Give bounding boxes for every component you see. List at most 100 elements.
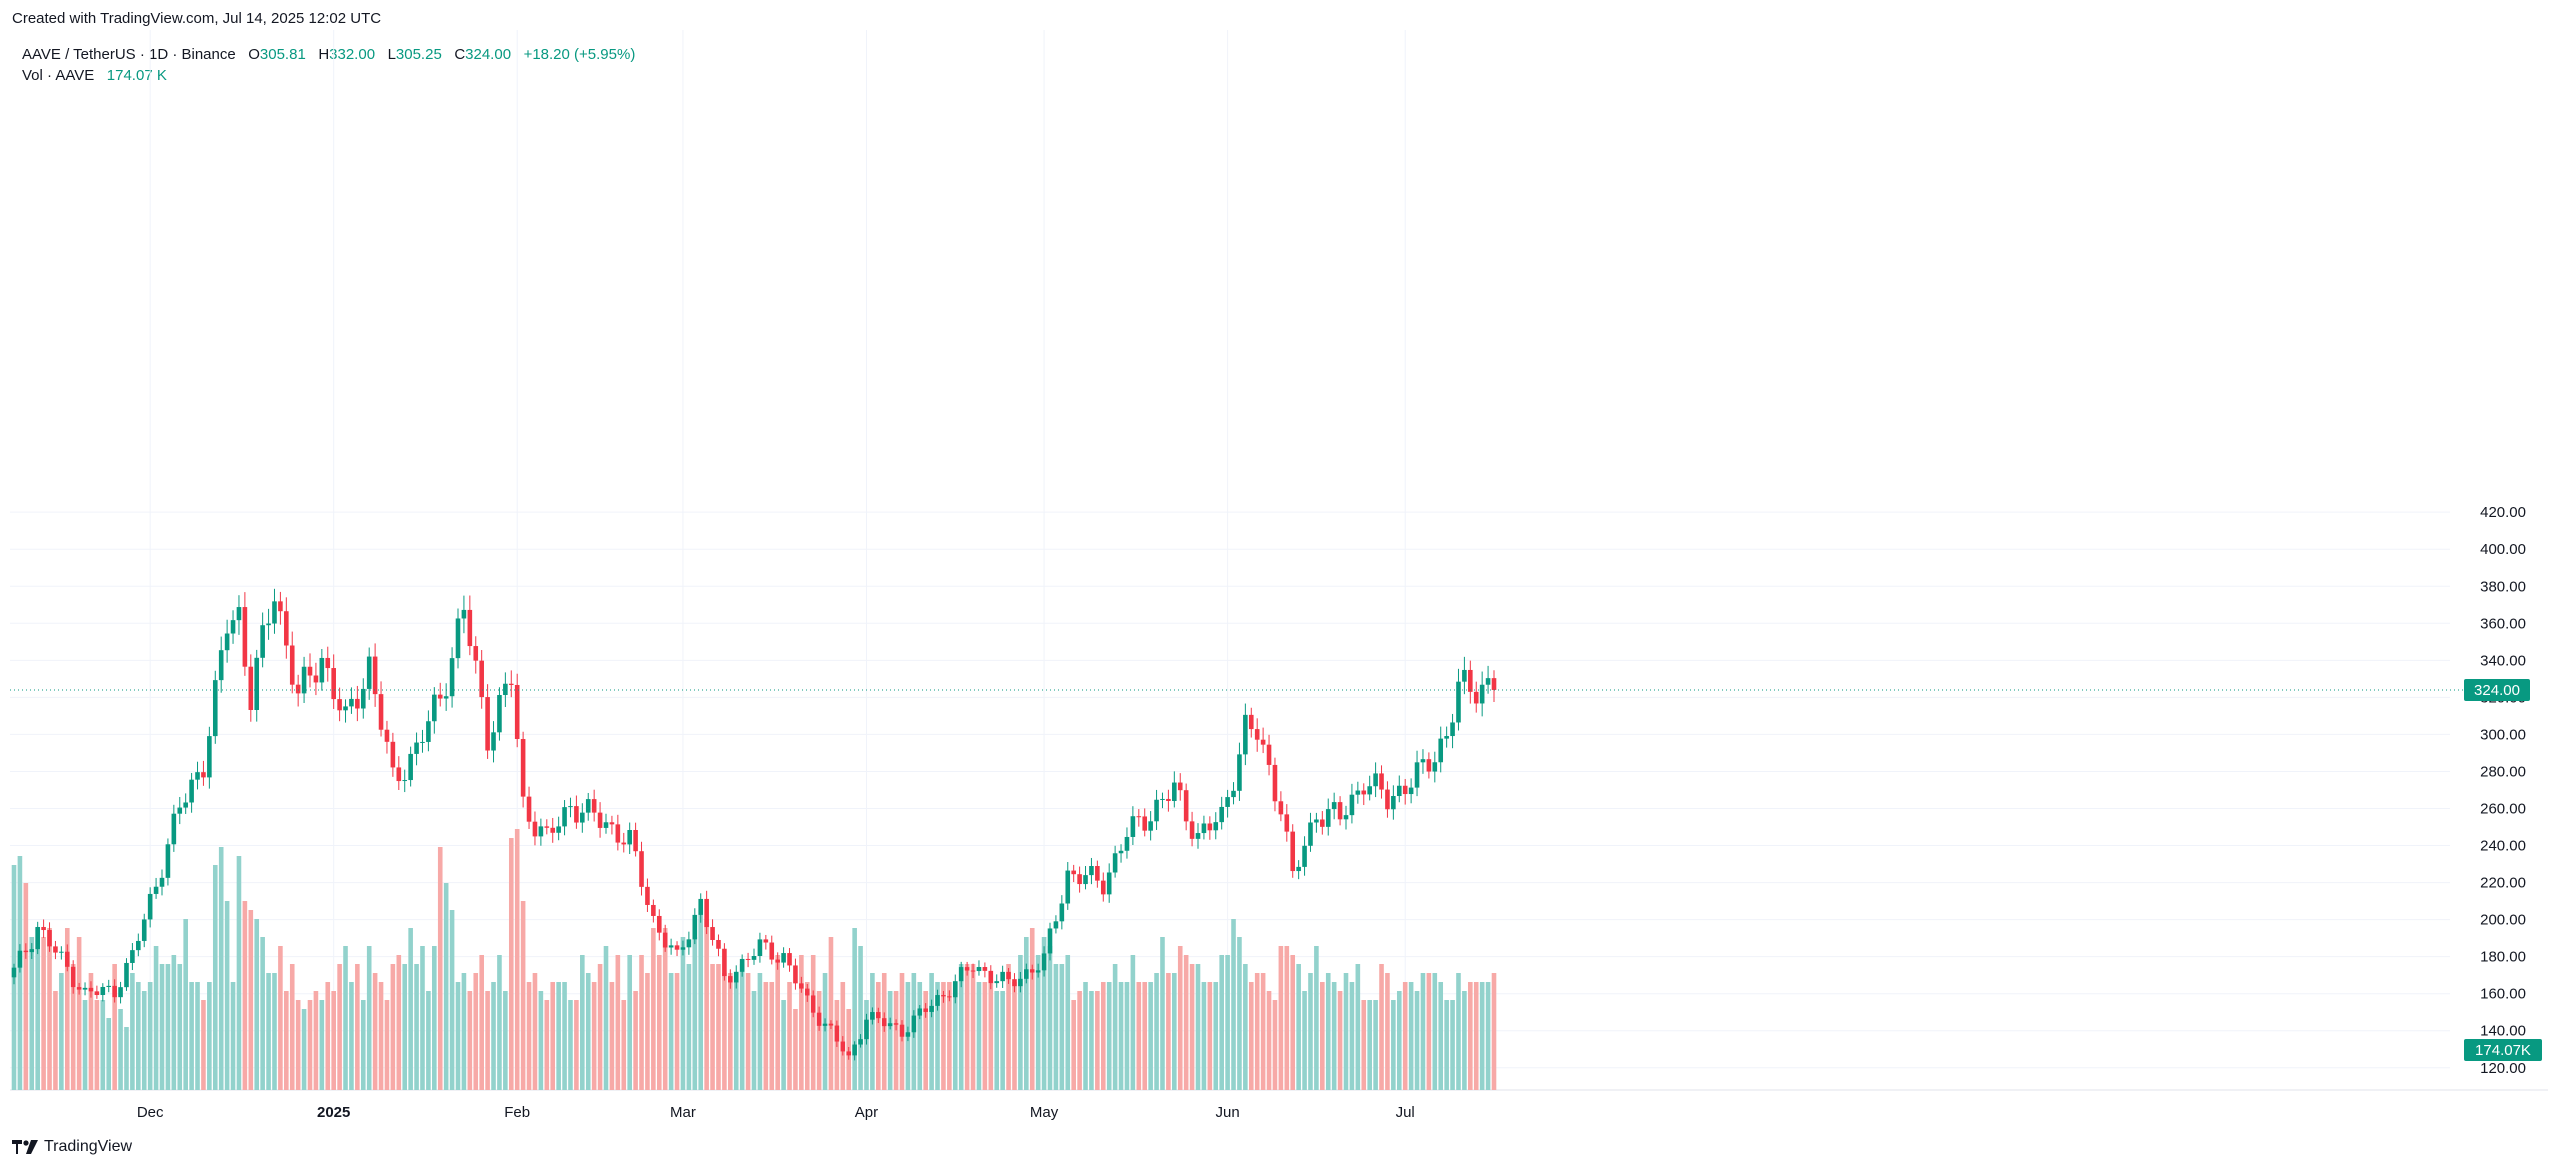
candle-body	[94, 991, 100, 996]
volume-bar	[609, 982, 615, 1090]
candle-body	[1343, 815, 1349, 820]
candle-body	[76, 987, 82, 990]
candle-body	[514, 684, 520, 740]
candle-body	[822, 1023, 828, 1026]
candle-body	[1237, 754, 1242, 791]
volume-bar	[585, 973, 591, 1090]
candle-body	[887, 1023, 893, 1027]
price-tick-label: 200.00	[2480, 912, 2526, 929]
candle-body	[633, 830, 638, 852]
volume-bar	[165, 964, 171, 1090]
volume-bar	[1432, 973, 1438, 1090]
candle-body	[307, 666, 313, 676]
candle-body	[947, 996, 952, 998]
candle-body	[1420, 759, 1426, 763]
tradingview-brand[interactable]: TradingView	[12, 1138, 132, 1156]
candle-body	[159, 877, 165, 887]
volume-bar	[1195, 964, 1201, 1090]
symbol-title[interactable]: AAVE / TetherUS · 1D · Binance	[22, 46, 236, 63]
candle-body	[461, 609, 467, 619]
volume-bar	[59, 973, 64, 1090]
volume-bar	[1059, 964, 1065, 1090]
volume-bar	[1047, 946, 1053, 1090]
change-value: +18.20 (+5.95%)	[523, 46, 636, 63]
volume-bar	[23, 883, 29, 1090]
price-tick-label: 400.00	[2480, 541, 2526, 558]
candle-body	[1308, 822, 1313, 846]
volume-bar	[1414, 991, 1420, 1090]
candle-body	[982, 967, 988, 971]
candle-body	[609, 822, 615, 825]
volume-bar	[17, 856, 23, 1090]
candle-body	[816, 1012, 822, 1026]
candle-body	[1479, 684, 1485, 704]
candle-body	[852, 1044, 857, 1056]
volume-bar	[396, 955, 402, 1090]
candle-body	[686, 939, 692, 948]
volume-bar	[970, 964, 976, 1090]
candle-body	[295, 684, 301, 694]
candle-body	[1254, 729, 1260, 740]
candle-body	[485, 697, 490, 751]
time-tick-label: Apr	[855, 1104, 878, 1121]
volume-bar	[141, 991, 147, 1090]
candle-body	[1450, 722, 1455, 737]
time-tick-label: Mar	[670, 1104, 696, 1121]
volume-bar	[1254, 973, 1260, 1090]
volume-bar	[556, 982, 561, 1090]
candle-body	[165, 844, 171, 878]
volume-bar	[976, 982, 982, 1090]
volume-bar	[64, 928, 70, 1090]
volume-bar	[1130, 955, 1136, 1090]
volume-bar	[1189, 964, 1195, 1090]
candle-body	[319, 657, 325, 683]
last-price-label: 324.00	[2474, 682, 2520, 699]
volume-bar	[781, 1000, 786, 1090]
volume-bar	[295, 1000, 301, 1090]
volume-bar	[1231, 919, 1236, 1090]
volume-bar	[242, 901, 248, 1090]
volume-badge	[2464, 1039, 2542, 1061]
volume-bar	[47, 928, 52, 1090]
volume-bar	[218, 847, 224, 1090]
candle-body	[574, 806, 579, 823]
candle-body	[11, 967, 17, 978]
volume-bar	[402, 964, 408, 1090]
candle-body	[266, 623, 271, 626]
candle-body	[1136, 816, 1142, 818]
volume-bar	[426, 991, 431, 1090]
volume-bar	[532, 973, 538, 1090]
volume-bar	[449, 910, 455, 1090]
volume-bar	[538, 991, 544, 1090]
volume-bar	[1041, 937, 1047, 1090]
volume-bar	[183, 919, 188, 1090]
volume-bar	[952, 982, 958, 1090]
volume-bar	[722, 973, 727, 1090]
volume-bar	[1325, 973, 1331, 1090]
volume-label[interactable]: Vol · AAVE	[22, 67, 95, 84]
volume-bar	[1308, 973, 1313, 1090]
volume-bar	[29, 937, 35, 1090]
candle-body	[1160, 798, 1165, 800]
volume-value: 174.07 K	[106, 67, 167, 84]
volume-bar	[195, 982, 200, 1090]
volume-bar	[947, 982, 952, 1090]
candle-body	[562, 807, 567, 827]
candle-body	[100, 986, 106, 996]
volume-bar	[1367, 1000, 1372, 1090]
candle-body	[224, 633, 230, 651]
volume-bar	[935, 982, 940, 1090]
volume-bar	[793, 1009, 798, 1090]
candle-body	[994, 981, 1000, 984]
candle-body	[1059, 903, 1065, 922]
candle-body	[118, 987, 123, 998]
candle-body	[1367, 786, 1372, 795]
candle-body	[538, 826, 544, 837]
high-value: 332.00	[329, 46, 376, 63]
candle-body	[952, 981, 958, 998]
volume-bar	[508, 838, 514, 1090]
volume-bar	[1225, 955, 1230, 1090]
candle-body	[1077, 874, 1082, 885]
candle-body	[645, 886, 650, 905]
